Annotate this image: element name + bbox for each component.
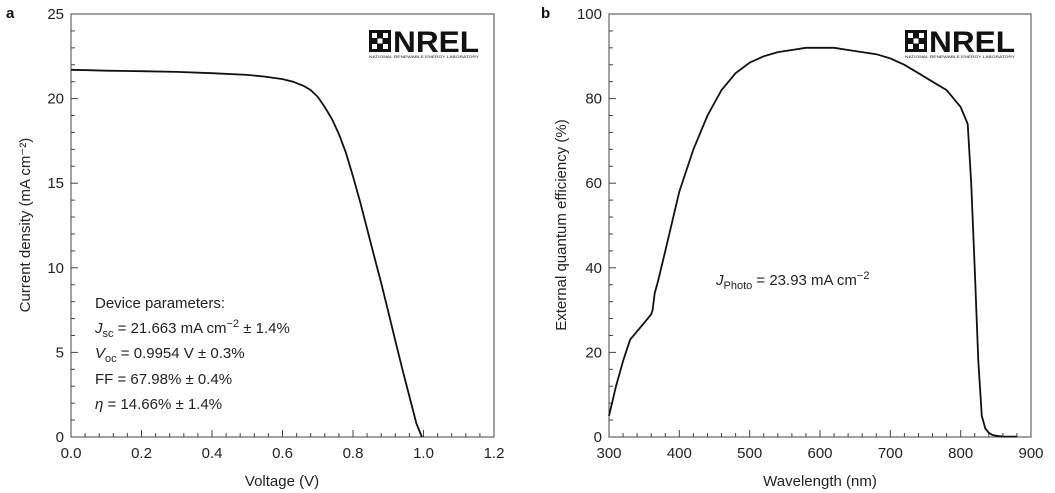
panel-b-x-tick-label: 400 (667, 445, 692, 462)
panel-b-x-tick-label: 500 (737, 445, 762, 462)
ff-parameter: FF = 67.98% ± 0.4% (95, 371, 232, 388)
panel-a: a 0.0 0.2 0.4 0.6 0.8 1.0 1.2 0 5 10 15 20 25 Voltag… (6, 5, 504, 490)
nrel-logo-b-subtitle: NATIONAL RENEWABLE ENERGY LABORATORY (905, 54, 1015, 59)
panel-a-tick-labels: 0.0 0.2 0.4 0.6 0.8 1.0 1.2 0 5 10 15 20 25 (47, 6, 504, 462)
panel-a-x-tick-label: 0.8 (343, 445, 364, 462)
panel-b-y-tick-label: 60 (585, 175, 602, 192)
panel-b-x-axis-label: Wavelength (nm) (763, 473, 877, 490)
nrel-logo-a-word: NREL (393, 26, 479, 59)
panel-a-y-tick-label: 25 (47, 6, 64, 23)
jphoto-annotation: JPhoto = 23.93 mA cm−2 (715, 270, 869, 292)
panel-a-ticks (70, 13, 495, 438)
voc-parameter: Voc = 0.9954 V ± 0.3% (95, 345, 245, 365)
nrel-logo-b: NREL NATIONAL RENEWABLE ENERGY LABORATOR… (905, 26, 1015, 59)
eqe-curve-line (608, 46, 1017, 438)
jsc-parameter: Jsc = 21.663 mA cm−2 ± 1.4% (94, 318, 290, 340)
panel-a-y-tick-label: 10 (47, 260, 64, 277)
nrel-logo-a-subtitle: NATIONAL RENEWABLE ENERGY LABORATORY (369, 54, 479, 59)
jv-curve-line (70, 68, 423, 438)
panel-a-x-tick-label: 1.0 (413, 445, 434, 462)
panel-a-x-tick-label: 0.6 (272, 445, 293, 462)
panel-a-y-tick-label: 0 (56, 429, 64, 446)
device-parameters: Device parameters: Jsc = 21.663 mA cm−2 … (94, 295, 290, 413)
panel-a-x-tick-label: 0.2 (131, 445, 152, 462)
panel-a-y-tick-label: 5 (56, 344, 64, 361)
panel-a-letter: a (6, 5, 15, 22)
panel-a-x-tick-label: 0.4 (202, 445, 223, 462)
panel-b-y-tick-label: 100 (577, 6, 602, 23)
panel-b-plot-frame (608, 13, 1032, 438)
panel-b-x-tick-label: 600 (807, 445, 832, 462)
panel-b-tick-labels: 300 400 500 600 700 800 900 0 20 40 60 80 100 (577, 6, 1044, 462)
panel-b-ticks (608, 13, 1032, 438)
panel-b-y-tick-label: 20 (585, 344, 602, 361)
eta-parameter: η = 14.66% ± 1.4% (95, 396, 222, 413)
panel-a-x-axis-label: Voltage (V) (245, 473, 319, 490)
panel-a-y-tick-label: 15 (47, 175, 64, 192)
panel-b-x-tick-label: 800 (948, 445, 973, 462)
panel-a-x-tick-label: 0.0 (61, 445, 82, 462)
panel-b-x-tick-label: 700 (878, 445, 903, 462)
nrel-logo-a: NREL NATIONAL RENEWABLE ENERGY LABORATOR… (369, 26, 479, 59)
panel-a-y-axis-label: Current density (mA cm⁻²) (17, 138, 34, 313)
panel-b-y-tick-label: 40 (585, 260, 602, 277)
panel-a-y-tick-label: 20 (47, 91, 64, 108)
panel-b-x-tick-label: 900 (1018, 445, 1043, 462)
panel-b-y-axis-label: External quantum efficiency (%) (553, 119, 570, 331)
panel-b-letter: b (541, 5, 550, 22)
panel-b: b 300 400 500 600 700 800 900 0 20 40 60 80 100 Wave… (541, 5, 1044, 490)
nrel-logo-b-word: NREL (929, 26, 1015, 59)
device-parameters-heading: Device parameters: (95, 295, 225, 312)
panel-b-x-tick-label: 300 (596, 445, 621, 462)
panel-b-y-tick-label: 80 (585, 91, 602, 108)
panel-b-y-tick-label: 0 (594, 429, 602, 446)
panel-a-x-tick-label: 1.2 (484, 445, 505, 462)
